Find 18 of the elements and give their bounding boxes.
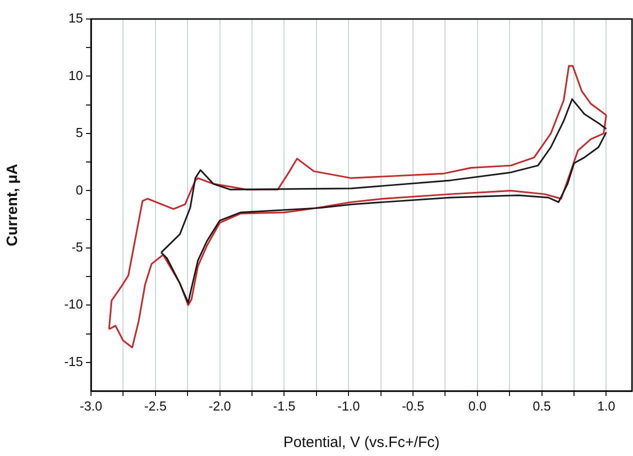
x-tick-label: -2.5 xyxy=(144,398,167,414)
y-tick-label: 10 xyxy=(68,68,83,83)
y-tick-label: 0 xyxy=(76,182,83,198)
x-tick-label: -3.0 xyxy=(80,398,102,414)
x-tick-label: -0.5 xyxy=(402,398,424,414)
y-tick-label: 15 xyxy=(68,10,83,26)
x-tick-label: -1.5 xyxy=(273,398,296,414)
x-axis-title: Potential, V (vs.Fc+/Fc) xyxy=(283,434,440,452)
x-tick-label: -2.0 xyxy=(208,398,232,414)
x-tick-label: 1.0 xyxy=(597,398,616,414)
x-tick-label: -1.0 xyxy=(337,398,360,414)
y-tick-label: -5 xyxy=(71,240,83,254)
x-tick-label: 0.0 xyxy=(468,398,486,414)
x-tick-label: 0.5 xyxy=(532,398,551,414)
y-tick-label: 5 xyxy=(76,125,83,140)
y-axis-title: Current, μA xyxy=(4,164,22,246)
y-tick-label: -10 xyxy=(64,296,83,312)
y-tick-label: -15 xyxy=(64,354,83,369)
